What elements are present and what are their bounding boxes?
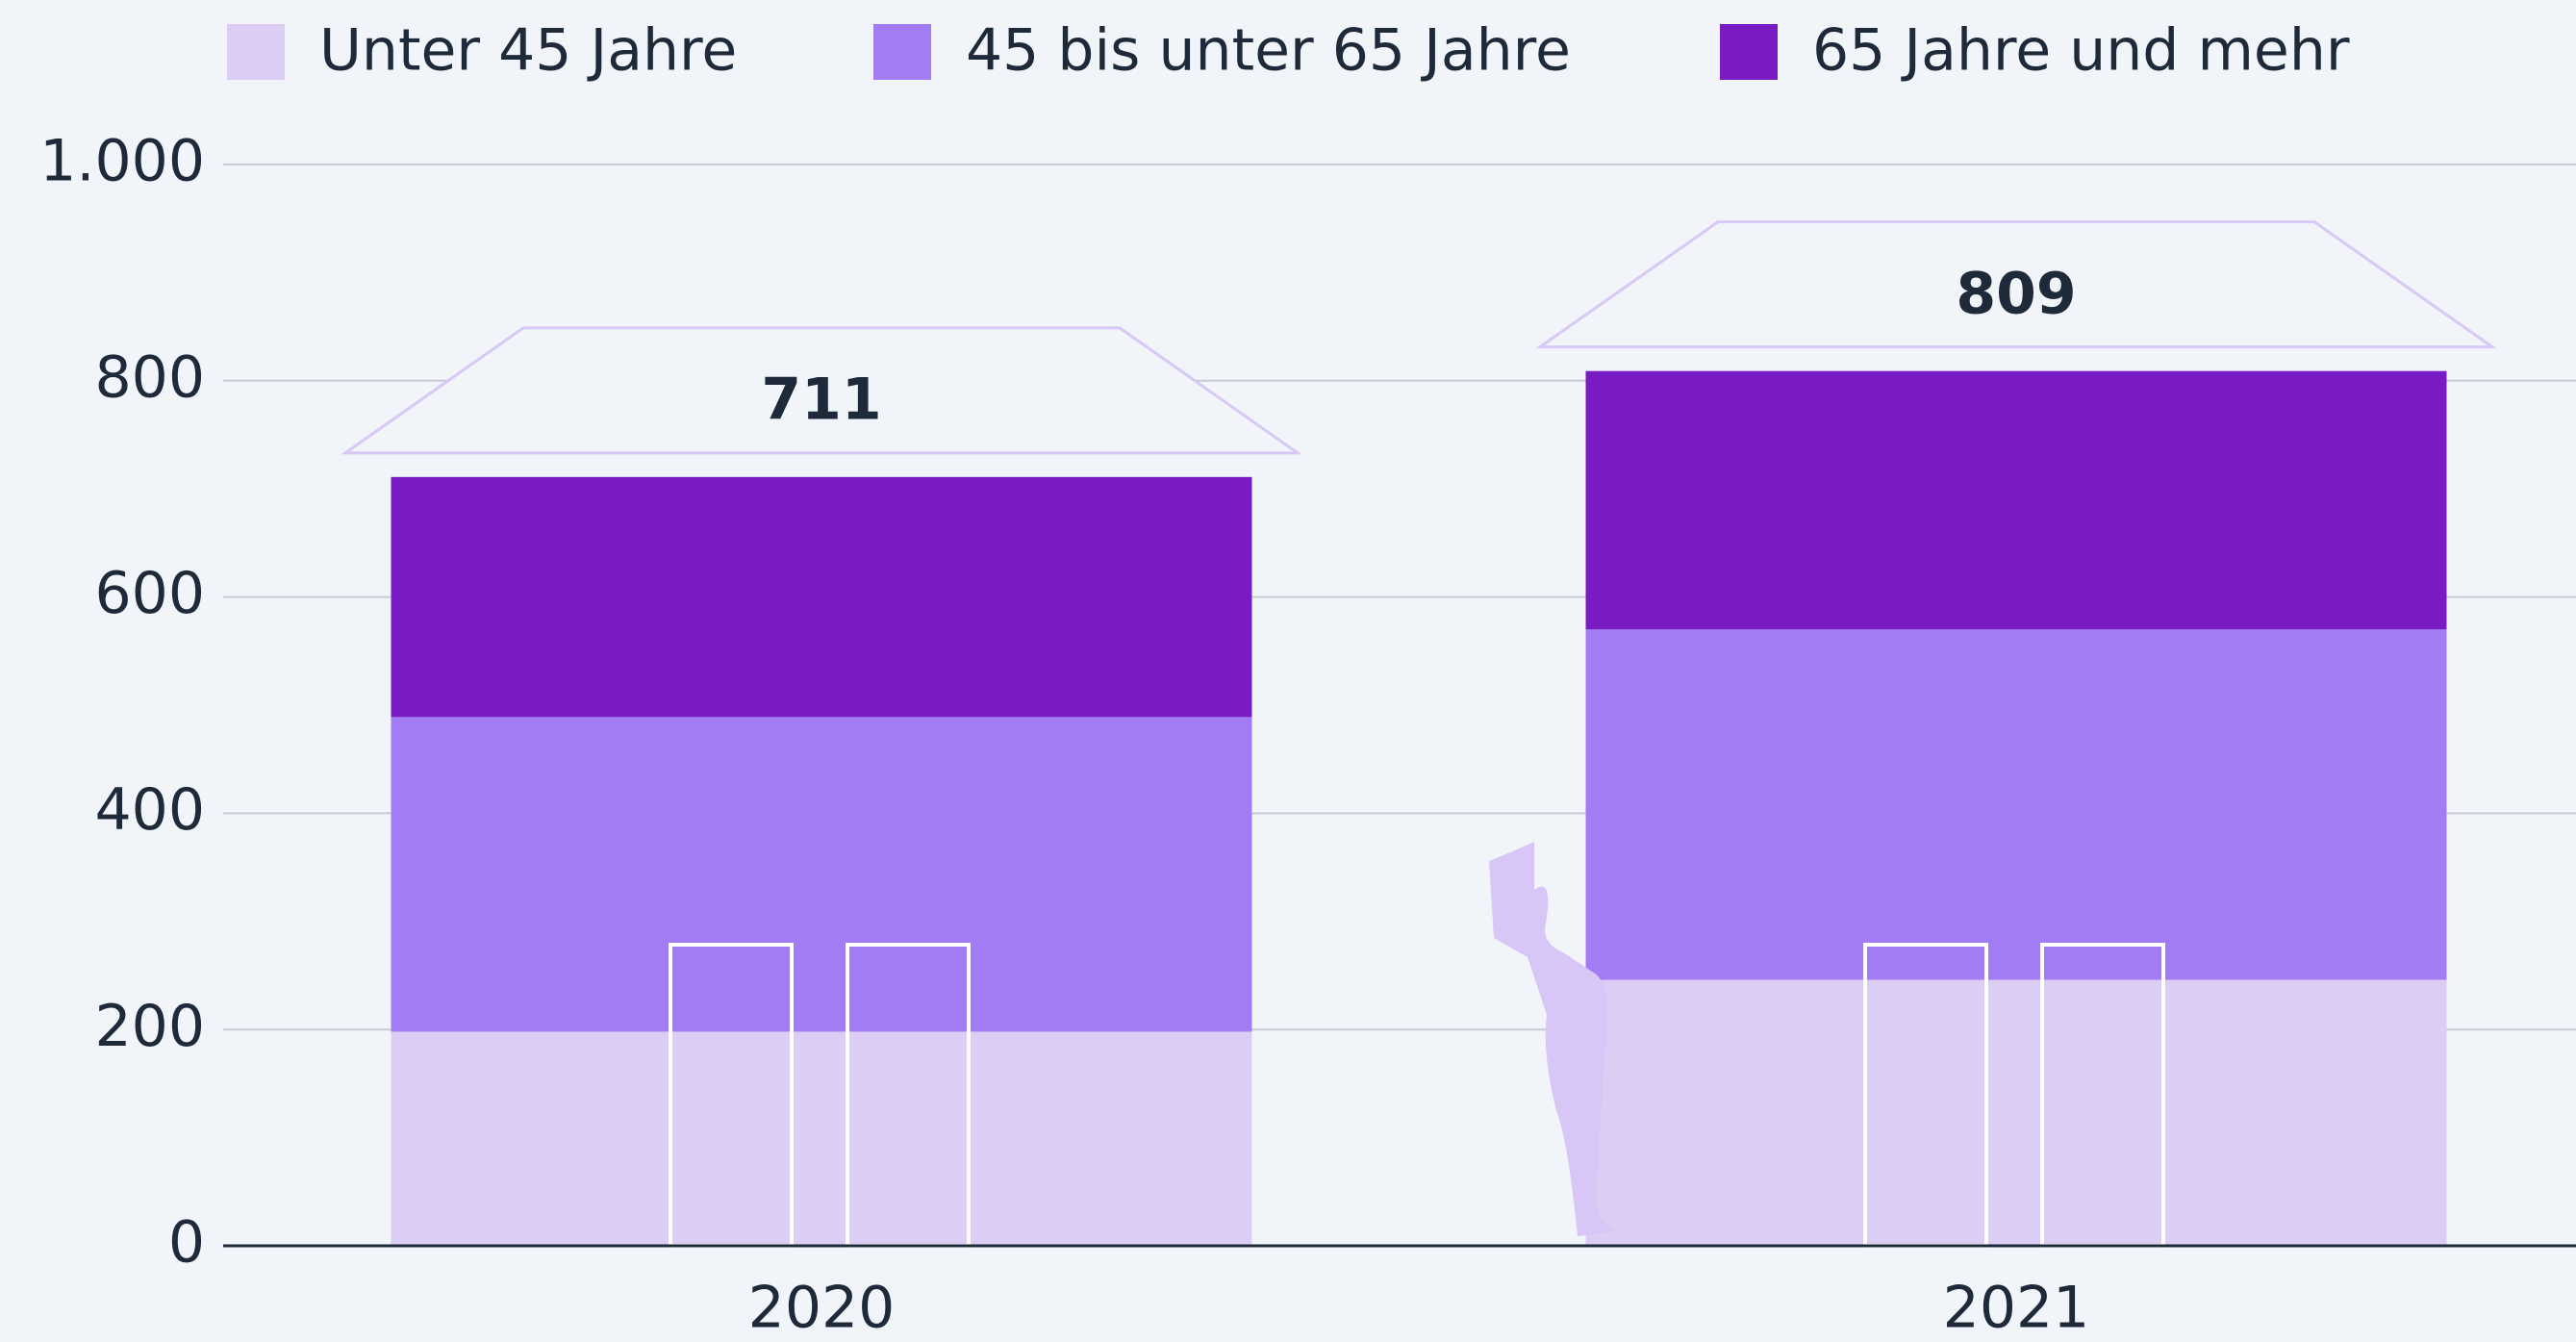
bar-segment [1586, 371, 2447, 630]
bar-segment [1586, 979, 2447, 1246]
bar-segment [391, 717, 1252, 1031]
bar-segment [1586, 629, 2447, 979]
y-tick-label: 600 [94, 560, 205, 627]
legend-label: Unter 45 Jahre [319, 17, 737, 85]
bar-segment [391, 477, 1252, 718]
y-tick-label: 400 [94, 776, 205, 844]
legend-swatch [227, 24, 285, 80]
y-tick-label: 0 [168, 1209, 205, 1277]
legend-swatch [1720, 24, 1778, 80]
legend-swatch [873, 24, 931, 80]
y-tick-label: 800 [94, 343, 205, 411]
page: 0 200 400 600 800 1.000 Unter 45 Jahre 45 bis u… [0, 0, 2576, 1342]
x-tick-label: 2021 [1943, 1275, 2090, 1342]
legend-label: 65 Jahre und mehr [1812, 17, 2350, 85]
x-tick-label: 2020 [748, 1275, 896, 1342]
legend-label: 45 bis unter 65 Jahre [966, 17, 1571, 85]
y-tick-label: 200 [94, 993, 205, 1060]
bar-segment [391, 1031, 1252, 1246]
y-tick-label: 1.000 [39, 128, 205, 195]
total-label: 809 [1956, 260, 2076, 327]
chart: 0 200 400 600 800 1.000 Unter 45 Jahre 45 bis u… [0, 0, 2576, 1342]
total-label: 711 [761, 366, 881, 433]
